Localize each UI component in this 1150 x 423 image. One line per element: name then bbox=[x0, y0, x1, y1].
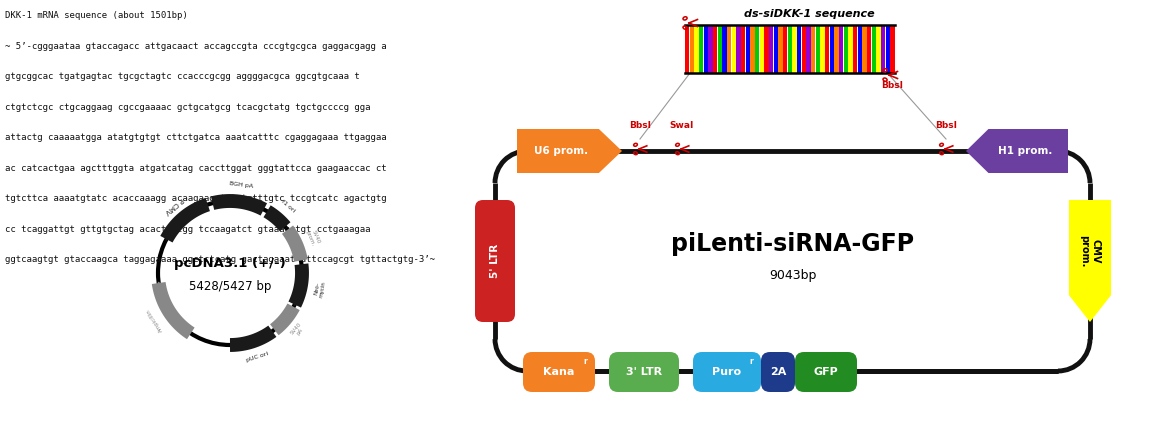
Bar bbox=[774, 25, 777, 73]
Text: H1 prom.: H1 prom. bbox=[998, 146, 1052, 156]
Text: BbsI: BbsI bbox=[629, 121, 651, 130]
Text: pUC ori: pUC ori bbox=[245, 351, 269, 363]
Bar bbox=[695, 25, 699, 73]
Text: Puro: Puro bbox=[713, 367, 742, 377]
Polygon shape bbox=[518, 129, 622, 173]
Text: r: r bbox=[583, 357, 586, 366]
Bar bbox=[699, 25, 704, 73]
Text: r: r bbox=[750, 357, 753, 366]
Text: ~ 5’-cgggaataa gtaccagacc attgacaact accagccgta cccgtgcgca gaggacgagg a: ~ 5’-cgggaataa gtaccagacc attgacaact acc… bbox=[5, 41, 386, 50]
Bar bbox=[783, 25, 788, 73]
Bar bbox=[722, 25, 727, 73]
Text: ctgtctcgc ctgcaggaag cgccgaaaac gctgcatgcg tcacgctatg tgctgccccg gga: ctgtctcgc ctgcaggaag cgccgaaaac gctgcatg… bbox=[5, 102, 370, 112]
Text: Ampicillin: Ampicillin bbox=[145, 308, 163, 333]
Bar bbox=[779, 25, 783, 73]
Text: U6 prom.: U6 prom. bbox=[534, 146, 588, 156]
Text: BbsI: BbsI bbox=[935, 121, 957, 130]
Text: Kana: Kana bbox=[543, 367, 575, 377]
Text: SwaI: SwaI bbox=[669, 121, 695, 130]
Bar bbox=[840, 25, 843, 73]
Bar bbox=[844, 25, 848, 73]
Bar bbox=[853, 25, 857, 73]
Bar bbox=[825, 25, 829, 73]
Bar bbox=[820, 25, 825, 73]
Text: attactg caaaaatgga atatgtgtgt cttctgatca aaatcatttc cgaggagaaa ttgaggaa: attactg caaaaatgga atatgtgtgt cttctgatca… bbox=[5, 133, 386, 142]
Bar bbox=[886, 25, 890, 73]
Bar bbox=[727, 25, 731, 73]
Bar bbox=[736, 25, 741, 73]
Polygon shape bbox=[966, 129, 1068, 173]
FancyBboxPatch shape bbox=[795, 352, 857, 392]
Text: Neo-
mycin: Neo- mycin bbox=[313, 280, 327, 298]
FancyBboxPatch shape bbox=[693, 352, 761, 392]
Bar bbox=[849, 25, 852, 73]
Polygon shape bbox=[1070, 200, 1111, 322]
Text: 9043bp: 9043bp bbox=[769, 269, 816, 283]
Text: 2A: 2A bbox=[769, 367, 787, 377]
Text: SV40
pA: SV40 pA bbox=[290, 321, 307, 339]
Bar bbox=[760, 25, 764, 73]
Text: BbsI: BbsI bbox=[881, 81, 903, 90]
Bar bbox=[741, 25, 745, 73]
Bar bbox=[750, 25, 754, 73]
Bar bbox=[718, 25, 722, 73]
Bar bbox=[881, 25, 886, 73]
Bar bbox=[829, 25, 834, 73]
Bar bbox=[858, 25, 862, 73]
Text: SV40
prom.: SV40 prom. bbox=[305, 228, 321, 247]
Text: 5' LTR: 5' LTR bbox=[490, 244, 500, 278]
Bar bbox=[713, 25, 718, 73]
Bar bbox=[876, 25, 881, 73]
Text: piLenti-siRNA-GFP: piLenti-siRNA-GFP bbox=[670, 232, 914, 256]
Text: ac catcactgaa agctttggta atgatcatag caccttggat gggtattcca gaagaaccac ct: ac catcactgaa agctttggta atgatcatag cacc… bbox=[5, 164, 386, 173]
Text: 5428/5427 bp: 5428/5427 bp bbox=[189, 280, 271, 292]
Text: P CMV: P CMV bbox=[163, 196, 184, 215]
Text: gtgcggcac tgatgagtac tgcgctagtc ccacccgcgg aggggacgca ggcgtgcaaa t: gtgcggcac tgatgagtac tgcgctagtc ccacccgc… bbox=[5, 72, 360, 81]
Bar bbox=[685, 25, 689, 73]
Text: cc tcaggattgt gttgtgctag acacttctgg tccaagatct gtaaacctgt cctgaaagaa: cc tcaggattgt gttgtgctag acacttctgg tcca… bbox=[5, 225, 370, 233]
Bar bbox=[797, 25, 802, 73]
Bar bbox=[867, 25, 872, 73]
Bar bbox=[792, 25, 797, 73]
FancyBboxPatch shape bbox=[523, 352, 595, 392]
Bar bbox=[802, 25, 806, 73]
Text: pcDNA3.1 (+/-): pcDNA3.1 (+/-) bbox=[174, 256, 286, 269]
Bar bbox=[835, 25, 838, 73]
Bar bbox=[872, 25, 876, 73]
Bar bbox=[731, 25, 736, 73]
Bar bbox=[769, 25, 773, 73]
Bar bbox=[704, 25, 708, 73]
Bar bbox=[756, 25, 759, 73]
Bar bbox=[745, 25, 750, 73]
Text: DKK-1 mRNA sequence (about 1501bp): DKK-1 mRNA sequence (about 1501bp) bbox=[5, 11, 187, 20]
Text: CMV
prom.: CMV prom. bbox=[1079, 235, 1101, 267]
Bar bbox=[890, 25, 895, 73]
Text: GFP: GFP bbox=[814, 367, 838, 377]
Bar bbox=[815, 25, 820, 73]
FancyBboxPatch shape bbox=[475, 200, 515, 322]
FancyBboxPatch shape bbox=[610, 352, 678, 392]
Bar bbox=[765, 25, 768, 73]
Text: 3' LTR: 3' LTR bbox=[626, 367, 662, 377]
Bar bbox=[690, 25, 693, 73]
Bar bbox=[788, 25, 792, 73]
Bar bbox=[811, 25, 815, 73]
Text: tgtcttca aaaatgtatc acaccaaagg acaagaaggt tctgtttgtc tccgtcatc agactgtg: tgtcttca aaaatgtatc acaccaaagg acaagaagg… bbox=[5, 194, 386, 203]
Bar bbox=[806, 25, 811, 73]
Bar bbox=[708, 25, 713, 73]
Text: ggtcaagtgt gtaccaagca taggagaaaa ggctctcatg gactagaaat attccagcgt tgttactgtg-3’~: ggtcaagtgt gtaccaagca taggagaaaa ggctctc… bbox=[5, 255, 435, 264]
Text: ds-siDKK-1 sequence: ds-siDKK-1 sequence bbox=[744, 9, 874, 19]
Text: BGH pA: BGH pA bbox=[229, 181, 253, 189]
Bar bbox=[862, 25, 867, 73]
FancyBboxPatch shape bbox=[761, 352, 795, 392]
Text: f1 ori: f1 ori bbox=[281, 199, 297, 213]
